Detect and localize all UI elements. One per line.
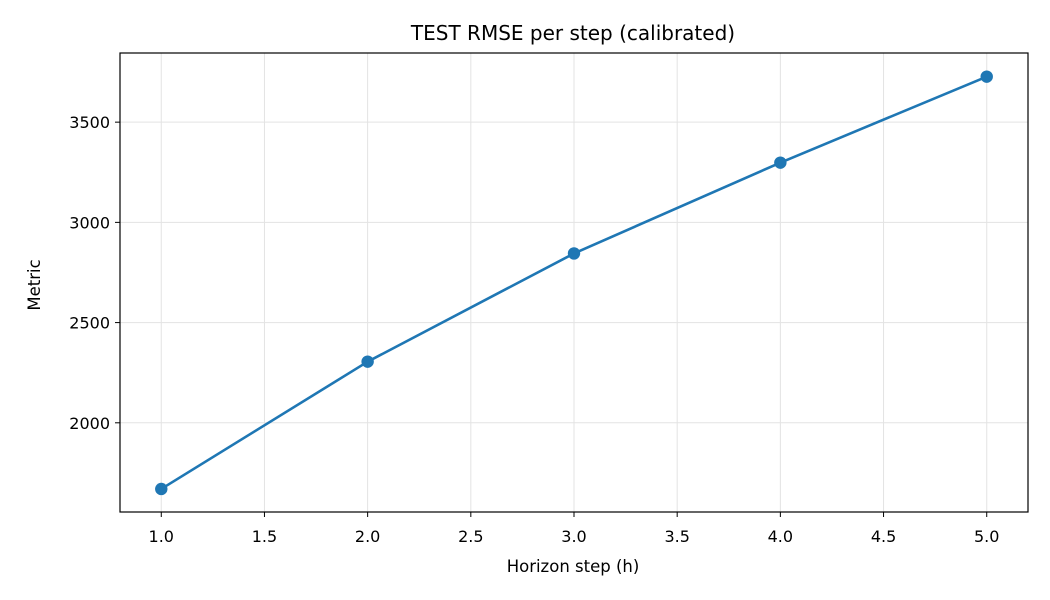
x-tick-label: 1.5 xyxy=(252,527,277,546)
x-tick-label: 2.5 xyxy=(458,527,483,546)
y-axis-label: Metric xyxy=(25,259,44,310)
y-tick-label: 3000 xyxy=(69,213,110,232)
x-tick-label: 1.0 xyxy=(149,527,174,546)
x-tick-label: 2.0 xyxy=(355,527,380,546)
chart-title: TEST RMSE per step (calibrated) xyxy=(410,21,735,45)
x-tick-label: 5.0 xyxy=(974,527,999,546)
y-tick-label: 2500 xyxy=(69,314,110,333)
x-axis-ticks: 1.0 1.5 2.0 2.5 3.0 3.5 4.0 4.5 5.0 xyxy=(149,512,999,546)
x-tick-label: 3.5 xyxy=(664,527,689,546)
x-tick-label: 3.0 xyxy=(561,527,586,546)
y-tick-label: 2000 xyxy=(69,414,110,433)
data-point xyxy=(155,482,168,496)
x-tick-label: 4.0 xyxy=(768,527,793,546)
x-tick-label: 4.5 xyxy=(871,527,896,546)
y-tick-label: 3500 xyxy=(69,113,110,132)
data-point xyxy=(980,70,993,83)
x-axis-label: Horizon step (h) xyxy=(507,557,640,576)
data-point xyxy=(361,355,374,368)
y-axis-ticks: 2000 2500 3000 3500 xyxy=(69,113,120,433)
data-point xyxy=(567,247,581,260)
data-point xyxy=(774,156,787,169)
series-group xyxy=(155,70,993,496)
